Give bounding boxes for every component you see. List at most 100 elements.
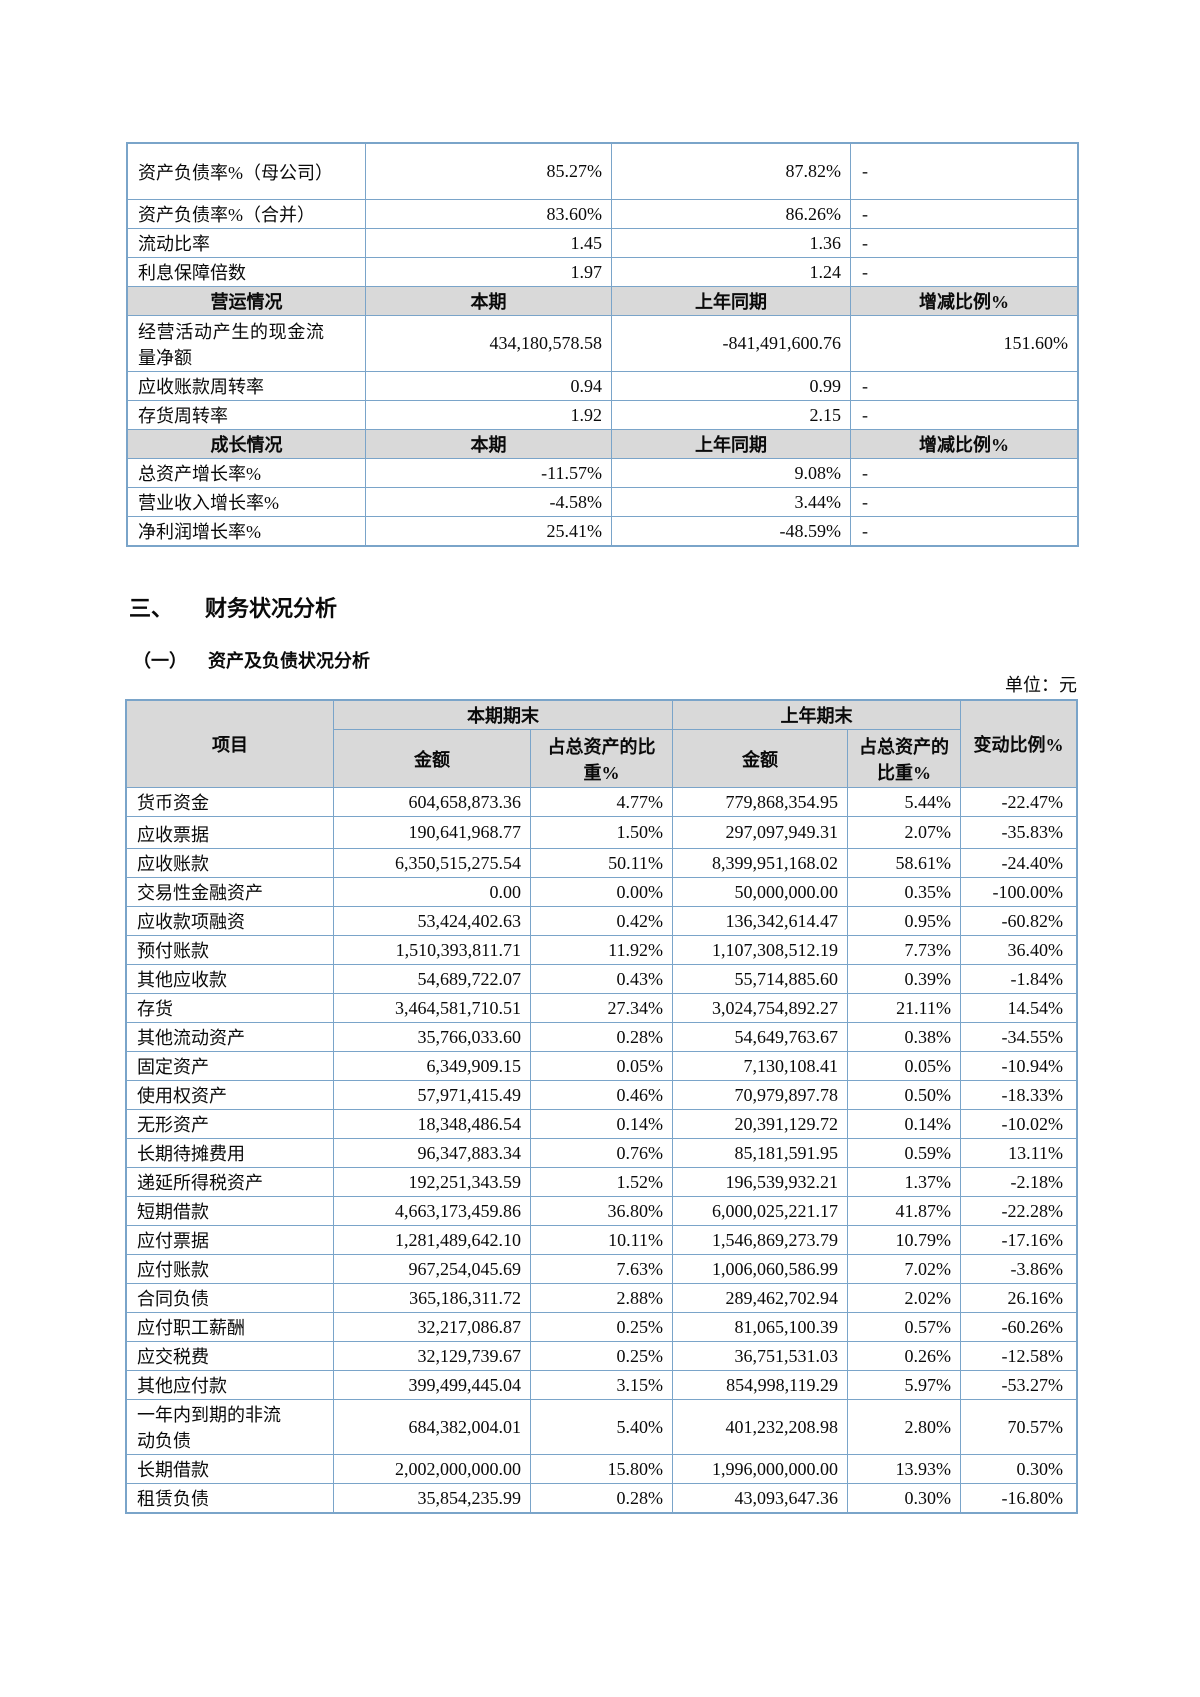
current-value: -4.58% [365,487,612,517]
item-label-text: 预付账款 [137,941,209,961]
amount-value: 53,424,402.63 [333,906,531,936]
prior-pct-value: 21.11% [847,993,961,1023]
pct-value: 0.28% [530,1483,673,1513]
item-label: 长期待摊费用 [126,1138,334,1168]
unit-label: 单位：元 [1005,675,1077,695]
change-value: -100.00% [960,877,1077,907]
prior-pct-value: 0.30% [847,1483,961,1513]
item-row: 一年内到期的非流动负债 684,382,004.01 5.40% 401,232,20… [126,1399,1077,1455]
prior-amount-value: 297,097,949.31 [672,816,848,849]
table-header-row: 项目 本期期末 上年期末 变动比例% [126,700,1077,788]
change-value: -10.02% [960,1109,1077,1139]
current-value: 1.45 [365,228,612,258]
current-value: -11.57% [365,458,612,488]
prior-pct-value: 41.87% [847,1196,961,1226]
change-value: -24.40% [960,848,1077,878]
change-value: -60.26% [960,1312,1077,1342]
change-value: -22.28% [960,1196,1077,1226]
item-label: 应收款项融资 [126,906,334,936]
item-label: 应收票据 [126,816,334,849]
pct-value: 0.43% [530,964,673,994]
amount-value: 399,499,445.04 [333,1370,531,1400]
current-value: 83.60% [365,199,612,229]
change-value: -18.33% [960,1080,1077,1110]
item-row: 长期借款 2,002,000,000.00 15.80% 1,996,000,000.… [126,1454,1077,1484]
change-value: -34.55% [960,1022,1077,1052]
prior-amount-value: 81,065,100.39 [672,1312,848,1342]
prior-pct-value: 58.61% [847,848,961,878]
item-row: 递延所得税资产 192,251,343.59 1.52% 196,539,932.21… [126,1167,1077,1197]
item-label-text: 短期借款 [137,1202,209,1222]
prior-amount-value: 6,000,025,221.17 [672,1196,848,1226]
section-title: 财务状况分析 [205,596,338,621]
prior-pct-value: 2.02% [847,1283,961,1313]
amount-value: 967,254,045.69 [333,1254,531,1284]
item-label-text: 无形资产 [137,1115,209,1135]
group-header-row: 营运情况 本期 上年同期 增减比例% [127,286,1078,316]
prior-value: 3.44% [611,487,851,517]
subsection-heading: （一） 资产及负债状况分析 [133,647,370,673]
row-label-text: 经营活动产生的现金流量净额 [138,321,324,368]
amount-value: 57,971,415.49 [333,1080,531,1110]
pct-value: 27.34% [530,993,673,1023]
pct-value: 11.92% [530,935,673,965]
change-value: - [850,257,1078,287]
prior-amount-value: 20,391,129.72 [672,1109,848,1139]
group-prior-label: 上年同期 [611,286,851,316]
row-label: 净利润增长率% [127,516,366,546]
row-label: 营业收入增长率% [127,487,366,517]
prior-amount-value: 1,996,000,000.00 [672,1454,848,1484]
subsection-number: （一） [133,651,187,671]
prior-pct-value: 0.38% [847,1022,961,1052]
change-value: - [850,487,1078,517]
item-row: 无形资产 18,348,486.54 0.14% 20,391,129.72 0.14%… [126,1109,1077,1139]
row-label: 资产负债率%（合并） [127,199,366,229]
pct-value: 3.15% [530,1370,673,1400]
item-row: 短期借款 4,663,173,459.86 36.80% 6,000,025,221.… [126,1196,1077,1226]
prior-pct-value: 5.97% [847,1370,961,1400]
col-header-pct: 占总资产的比重% [530,729,673,788]
prior-pct-value: 7.02% [847,1254,961,1284]
item-label-text: 应收票据 [137,825,209,845]
amount-value: 35,766,033.60 [333,1022,531,1052]
pct-value: 4.77% [530,787,673,817]
ratio-row: 资产负债率%（合并） 83.60% 86.26% - [127,199,1078,229]
prior-value: 87.82% [611,143,851,200]
prior-value: 1.36 [611,228,851,258]
pct-value: 0.25% [530,1341,673,1371]
change-value: -53.27% [960,1370,1077,1400]
item-label-text: 长期借款 [137,1460,209,1480]
col-header-change: 变动比例% [960,700,1077,788]
item-row: 应收款项融资 53,424,402.63 0.42% 136,342,614.47 0.… [126,906,1077,936]
prior-value: 2.15 [611,400,851,430]
pct-value: 0.00% [530,877,673,907]
prior-pct-value: 13.93% [847,1454,961,1484]
pct-value: 7.63% [530,1254,673,1284]
amount-value: 684,382,004.01 [333,1399,531,1455]
current-value: 1.97 [365,257,612,287]
amount-value: 3,464,581,710.51 [333,993,531,1023]
change-value: 36.40% [960,935,1077,965]
row-label: 总资产增长率% [127,458,366,488]
amount-value: 2,002,000,000.00 [333,1454,531,1484]
item-label-text: 固定资产 [137,1057,209,1077]
item-label-text: 其他应收款 [137,970,227,990]
change-value: - [850,143,1078,200]
item-row: 固定资产 6,349,909.15 0.05% 7,130,108.41 0.05% -1… [126,1051,1077,1081]
change-value: 13.11% [960,1138,1077,1168]
item-label: 长期借款 [126,1454,334,1484]
amount-value: 32,217,086.87 [333,1312,531,1342]
item-row: 使用权资产 57,971,415.49 0.46% 70,979,897.78 0.50… [126,1080,1077,1110]
change-value: - [850,516,1078,546]
item-row: 应付账款 967,254,045.69 7.63% 1,006,060,586.99 7… [126,1254,1077,1284]
pct-value: 36.80% [530,1196,673,1226]
item-label-text: 递延所得税资产 [137,1173,263,1193]
prior-value: -48.59% [611,516,851,546]
item-label: 应付账款 [126,1254,334,1284]
item-label-text: 应收款项融资 [137,912,245,932]
prior-pct-value: 10.79% [847,1225,961,1255]
item-label: 应付票据 [126,1225,334,1255]
amount-value: 6,350,515,275.54 [333,848,531,878]
prior-amount-value: 70,979,897.78 [672,1080,848,1110]
